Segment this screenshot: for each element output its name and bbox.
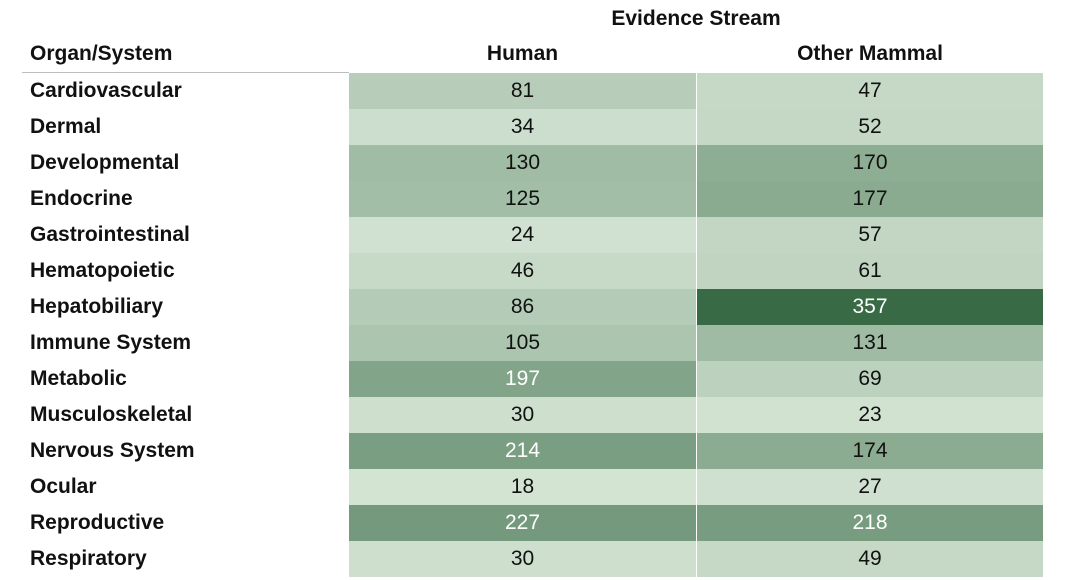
other-mammal-count-cell: 23 [697,397,1043,433]
table-row: Hematopoietic 46 61 [0,253,1068,289]
organ-system-label: Nervous System [30,439,195,462]
human-count-cell: 24 [349,217,696,253]
organ-system-header: Organ/System [30,42,173,65]
organ-system-label: Ocular [30,475,97,498]
human-count-cell: 18 [349,469,696,505]
human-count-cell: 125 [349,181,696,217]
organ-system-label: Gastrointestinal [30,223,190,246]
other-mammal-count-cell: 357 [697,289,1043,325]
organ-system-label: Immune System [30,331,192,354]
organ-system-label: Reproductive [30,511,165,534]
other-mammal-count-cell: 69 [697,361,1043,397]
organ-system-label: Cardiovascular [30,79,182,102]
table-row: Dermal 34 52 [0,109,1068,145]
human-count-cell: 30 [349,541,696,577]
other-mammal-count-cell: 47 [697,73,1043,109]
organ-system-label: Musculoskeletal [30,403,193,426]
organ-system-label: Hematopoietic [30,259,175,282]
human-count-cell: 227 [349,505,696,541]
human-count-cell: 130 [349,145,696,181]
table-row: Musculoskeletal 30 23 [0,397,1068,433]
other-mammal-count-cell: 27 [697,469,1043,505]
other-mammal-count-cell: 131 [697,325,1043,361]
human-count-cell: 214 [349,433,696,469]
header-divider [22,72,349,73]
table-row: Reproductive 227 218 [0,505,1068,541]
human-count-cell: 46 [349,253,696,289]
table-row: Cardiovascular 81 47 [0,73,1068,109]
human-count-cell: 34 [349,109,696,145]
organ-system-label: Metabolic [30,367,127,390]
table-row: Gastrointestinal 24 57 [0,217,1068,253]
other-mammal-count-cell: 57 [697,217,1043,253]
human-count-cell: 197 [349,361,696,397]
human-count-cell: 81 [349,73,696,109]
table-row: Respiratory 30 49 [0,541,1068,577]
human-count-cell: 86 [349,289,696,325]
organ-system-label: Developmental [30,151,180,174]
table-row: Endocrine 125 177 [0,181,1068,217]
other-mammal-count-cell: 52 [697,109,1043,145]
other-mammal-count-cell: 177 [697,181,1043,217]
human-count-cell: 30 [349,397,696,433]
evidence-stream-title: Evidence Stream [611,7,781,30]
other-mammal-count-cell: 49 [697,541,1043,577]
table-row: Nervous System 214 174 [0,433,1068,469]
other-mammal-count-cell: 61 [697,253,1043,289]
other-mammal-count-cell: 218 [697,505,1043,541]
table-row: Ocular 18 27 [0,469,1068,505]
human-count-cell: 105 [349,325,696,361]
other-mammal-count-cell: 170 [697,145,1043,181]
other-mammal-count-cell: 174 [697,433,1043,469]
other-mammal-column-header: Other Mammal [797,42,943,65]
table-row: Developmental 130 170 [0,145,1068,181]
organ-system-label: Respiratory [30,547,147,570]
organ-system-label: Dermal [30,115,102,138]
organ-system-label: Hepatobiliary [30,295,164,318]
human-column-header: Human [486,42,559,65]
table-row: Immune System 105 131 [0,325,1068,361]
table-row: Metabolic 197 69 [0,361,1068,397]
table-row: Hepatobiliary 86 357 [0,289,1068,325]
organ-system-label: Endocrine [30,187,133,210]
